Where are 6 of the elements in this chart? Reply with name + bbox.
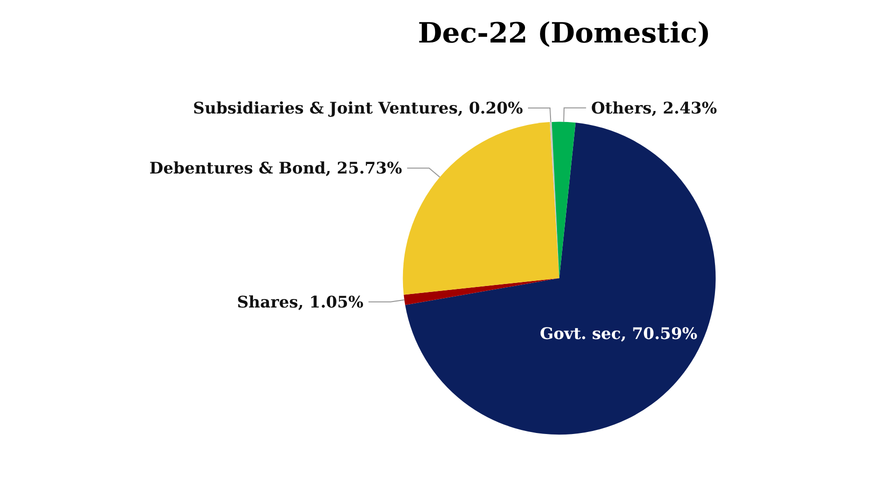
chart-title: Dec-22 (Domestic)	[418, 16, 711, 50]
slice-label: Govt. sec, 70.59%	[540, 324, 698, 344]
slice-label: Others, 2.43%	[591, 98, 717, 118]
slice-label: Shares, 1.05%	[237, 292, 364, 312]
slice-label: Subsidiaries & Joint Ventures, 0.20%	[193, 98, 524, 118]
slice-label: Debentures & Bond, 25.73%	[149, 158, 402, 178]
